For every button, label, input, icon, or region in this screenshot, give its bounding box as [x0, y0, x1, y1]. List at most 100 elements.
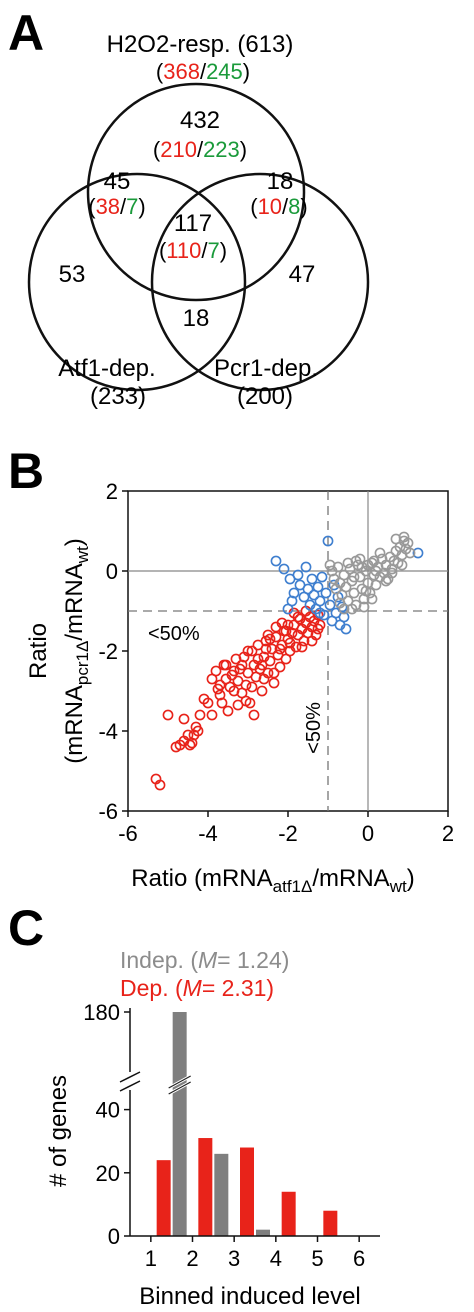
scatter-point — [274, 643, 286, 655]
scatter-point — [230, 653, 242, 665]
scatter-point — [322, 535, 334, 547]
y-tick-label: 2 — [106, 479, 118, 504]
scatter-point — [240, 679, 252, 691]
scatter-point — [358, 593, 370, 605]
scatter-point — [346, 603, 358, 615]
scatter-point — [348, 571, 360, 583]
bar-series — [156, 1012, 338, 1236]
bar-axes: 0 20 40 180 1 2 3 4 5 6 — [83, 1000, 380, 1271]
venn-title-h2o2: H2O2-resp. (613) — [107, 31, 294, 58]
scatter-point — [222, 705, 234, 717]
scatter-point — [312, 581, 324, 593]
scatter-point — [206, 673, 218, 685]
scatter-point — [332, 561, 344, 573]
x-tick-label: 2 — [442, 821, 454, 846]
scatter-points — [150, 531, 424, 791]
scatter-plot: -6 -4 -2 0 2 2 0 -2 -4 -6 <50% <50% — [98, 479, 454, 846]
scatter-point — [350, 555, 362, 567]
bar-x-tick-label: 1 — [145, 1246, 157, 1271]
bar-y-tick-label: 40 — [96, 1098, 120, 1123]
scatter-point — [312, 623, 324, 635]
scatter-point — [354, 571, 366, 583]
scatter-point — [258, 673, 270, 685]
scatter-point — [194, 709, 206, 721]
x-tick-label: 0 — [362, 821, 374, 846]
scatter-point — [324, 559, 336, 571]
venn-circle-pcr1 — [150, 172, 370, 392]
bar-chart: 0 20 40 180 1 2 3 4 5 6 — [83, 1000, 380, 1271]
y-tick-label: -6 — [98, 799, 118, 824]
scatter-ylabel-line1: Ratio — [25, 623, 52, 679]
scatter-point — [256, 685, 268, 697]
legend-indep: Indep. (M= 1.24) — [120, 947, 289, 973]
scatter-point — [246, 681, 258, 693]
bar-y-tick-label: 0 — [108, 1224, 120, 1249]
venn-label-atf1-count: (233) — [90, 383, 146, 410]
scatter-point — [288, 587, 300, 599]
venn-region-h-pcr-total: 18 — [267, 168, 294, 195]
scatter-point — [280, 625, 292, 637]
bar-ylabel: # of genes — [45, 1075, 72, 1187]
scatter-point — [380, 575, 392, 587]
bar-dep — [240, 1147, 254, 1236]
scatter-point — [312, 609, 324, 621]
bar-indep — [214, 1153, 229, 1236]
scatter-point — [334, 597, 346, 609]
scatter-point — [306, 635, 318, 647]
scatter-xlabel: Ratio (mRNAatf1Δ/mRNAwt) — [131, 865, 414, 896]
scatter-point — [216, 697, 228, 709]
x-tick-label: -2 — [278, 821, 298, 846]
y-tick-label: -2 — [98, 639, 118, 664]
scatter-point — [266, 643, 278, 655]
scatter-point — [240, 695, 252, 707]
scatter-point — [390, 533, 402, 545]
bar-y-tick-label: 180 — [83, 1000, 120, 1025]
scatter-point — [286, 595, 298, 607]
venn-label-pcr1: Pcr1-dep. — [214, 355, 318, 382]
scatter-point — [206, 709, 218, 721]
scatter-ylabel-line2: (mRNApcr1Δ/mRNAwt) — [61, 538, 92, 763]
bar-x-tick-label: 5 — [311, 1246, 323, 1271]
scatter-point — [386, 563, 398, 575]
scatter-point — [202, 697, 214, 709]
scatter-point — [154, 779, 166, 791]
scatter-point — [320, 587, 332, 599]
venn-title-counts: (368/245) — [156, 59, 250, 84]
scatter-point — [356, 561, 368, 573]
scatter-point — [370, 565, 382, 577]
scatter-point — [360, 585, 372, 597]
scatter-point — [236, 659, 248, 671]
x-tick-label: -4 — [198, 821, 218, 846]
scatter-point — [268, 677, 280, 689]
scatter-point — [268, 667, 280, 679]
scatter-point — [214, 689, 226, 701]
venn-label-atf1: Atf1-dep. — [58, 355, 155, 382]
panel-label-c: C — [8, 900, 44, 956]
scatter-point — [314, 595, 326, 607]
scatter-point — [228, 665, 240, 677]
scatter-point — [192, 725, 204, 737]
scatter-point — [248, 709, 260, 721]
venn-region-atf-only: 53 — [59, 261, 86, 288]
bar-x-tick-label: 4 — [270, 1246, 282, 1271]
scatter-point — [398, 531, 410, 543]
bar-break-outline — [168, 1075, 191, 1095]
venn-circle-atf1 — [27, 172, 247, 392]
bar-x-tick-label: 6 — [353, 1246, 365, 1271]
annotation-below-50-vertical: <50% — [303, 702, 325, 754]
scatter-point — [302, 583, 314, 595]
scatter-point — [220, 659, 232, 671]
scatter-point — [338, 569, 350, 581]
scatter-point — [270, 631, 282, 643]
scatter-point — [292, 569, 304, 581]
scatter-point — [396, 559, 408, 571]
scatter-point — [340, 623, 352, 635]
venn-region-all-split: (110/7) — [159, 238, 227, 263]
scatter-point — [228, 685, 240, 697]
bar-dep — [281, 1191, 296, 1236]
scatter-point — [368, 555, 380, 567]
scatter-point — [274, 661, 286, 673]
axis-break-mark — [119, 1071, 141, 1092]
annotation-below-50-horizontal: <50% — [148, 623, 200, 645]
scatter-point — [260, 643, 272, 655]
